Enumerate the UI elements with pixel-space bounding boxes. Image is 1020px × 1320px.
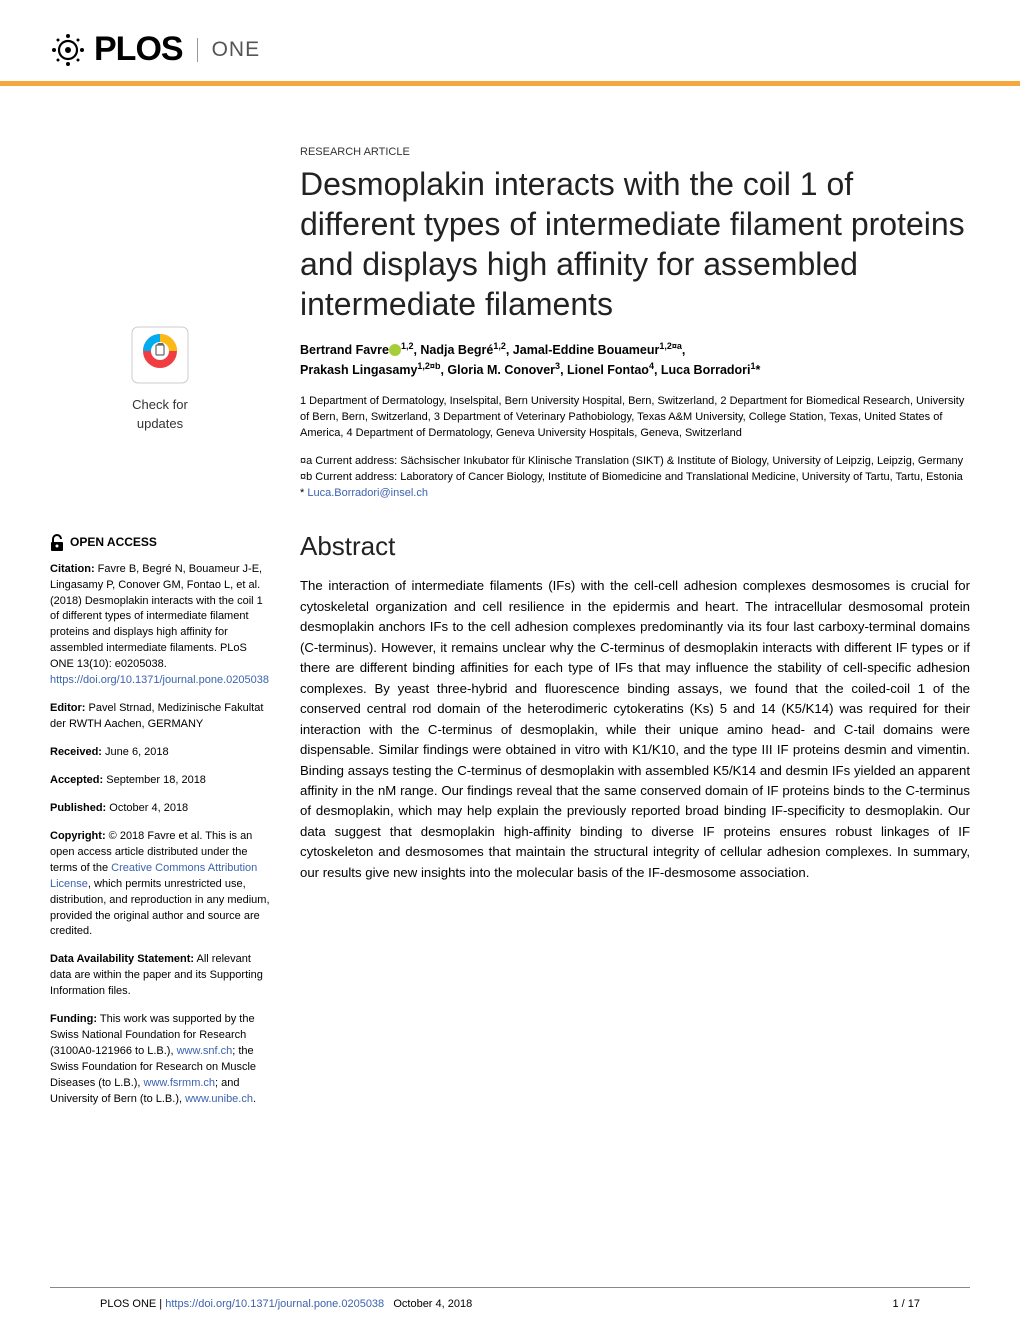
received-text: June 6, 2018: [102, 746, 169, 758]
citation-label: Citation:: [50, 563, 95, 575]
footer-doi-link[interactable]: https://doi.org/10.1371/journal.pone.020…: [165, 1298, 384, 1310]
check-updates-widget[interactable]: Check for updates: [50, 326, 270, 434]
article-type: RESEARCH ARTICLE: [300, 146, 970, 158]
published-text: October 4, 2018: [106, 802, 188, 814]
plos-icon: [50, 32, 86, 68]
open-access-badge: OPEN ACCESS: [50, 534, 270, 552]
footer-left: PLOS ONE | https://doi.org/10.1371/journ…: [100, 1298, 472, 1310]
accepted-text: September 18, 2018: [103, 774, 206, 786]
abstract-text: The interaction of intermediate filament…: [300, 576, 970, 883]
accepted-section: Accepted: September 18, 2018: [50, 773, 270, 789]
funding-label: Funding:: [50, 1013, 97, 1025]
funding-text4: .: [253, 1093, 256, 1105]
plos-logo: PLOS ONE: [50, 30, 260, 69]
abstract-heading: Abstract: [300, 531, 970, 562]
corresponding-email[interactable]: Luca.Borradori@insel.ch: [307, 487, 428, 499]
received-section: Received: June 6, 2018: [50, 745, 270, 761]
orcid-icon[interactable]: [389, 344, 401, 356]
content-area: Check for updates OPEN ACCESS Citation: …: [0, 86, 1020, 1140]
crossmark-icon: [131, 326, 189, 384]
article-title: Desmoplakin interacts with the coil 1 of…: [300, 164, 970, 324]
check-updates-label: Check for updates: [50, 396, 270, 434]
copyright-section: Copyright: © 2018 Favre et al. This is a…: [50, 829, 270, 941]
funding-link2[interactable]: www.fsrmm.ch: [144, 1077, 216, 1089]
funding-section: Funding: This work was supported by the …: [50, 1012, 270, 1108]
published-section: Published: October 4, 2018: [50, 801, 270, 817]
citation-section: Citation: Favre B, Begré N, Bouameur J-E…: [50, 562, 270, 690]
page-header: PLOS ONE: [0, 0, 1020, 86]
address-a: ¤a Current address: Sächsischer Inkubato…: [300, 454, 970, 470]
published-label: Published:: [50, 802, 106, 814]
copyright-label: Copyright:: [50, 830, 106, 842]
affiliations: 1 Department of Dermatology, Inselspital…: [300, 394, 970, 442]
page-footer: PLOS ONE | https://doi.org/10.1371/journ…: [50, 1287, 970, 1320]
received-label: Received:: [50, 746, 102, 758]
open-access-label: OPEN ACCESS: [70, 534, 157, 551]
accepted-label: Accepted:: [50, 774, 103, 786]
data-label: Data Availability Statement:: [50, 953, 194, 965]
main-content: RESEARCH ARTICLE Desmoplakin interacts w…: [290, 146, 970, 1120]
editor-label: Editor:: [50, 702, 85, 714]
one-text: ONE: [197, 38, 261, 62]
footer-date: October 4, 2018: [393, 1298, 472, 1310]
plos-text: PLOS: [94, 30, 183, 69]
funding-link1[interactable]: www.snf.ch: [177, 1045, 233, 1057]
current-addresses: ¤a Current address: Sächsischer Inkubato…: [300, 454, 970, 502]
citation-text: Favre B, Begré N, Bouameur J-E, Lingasam…: [50, 563, 263, 671]
authors-list: Bertrand Favre1,2, Nadja Begré1,2, Jamal…: [300, 340, 970, 380]
sidebar: Check for updates OPEN ACCESS Citation: …: [50, 146, 290, 1120]
address-b: ¤b Current address: Laboratory of Cancer…: [300, 470, 970, 486]
editor-section: Editor: Pavel Strnad, Medizinische Fakul…: [50, 701, 270, 733]
lock-open-icon: [50, 534, 64, 552]
page-number: 1 / 17: [892, 1298, 920, 1310]
funding-link3[interactable]: www.unibe.ch: [185, 1093, 253, 1105]
data-availability-section: Data Availability Statement: All relevan…: [50, 952, 270, 1000]
citation-doi-link[interactable]: https://doi.org/10.1371/journal.pone.020…: [50, 674, 269, 686]
